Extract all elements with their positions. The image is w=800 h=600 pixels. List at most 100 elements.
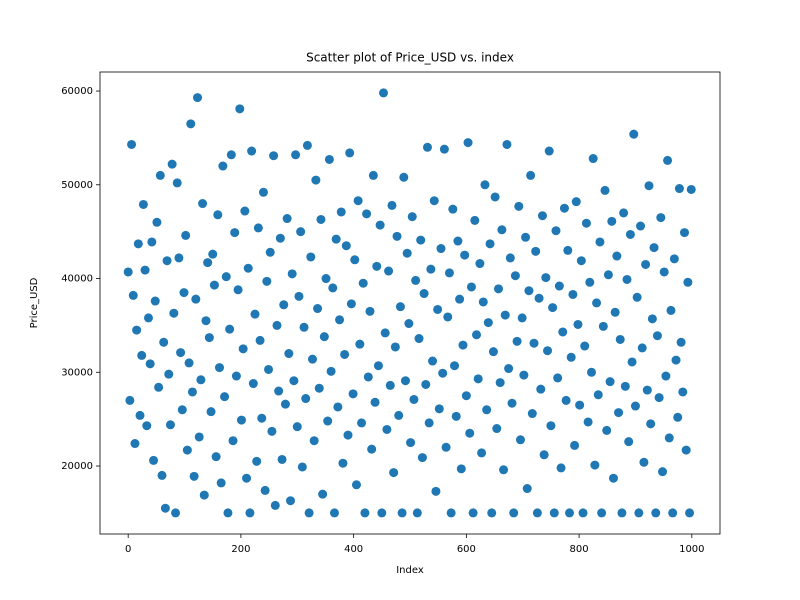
point <box>368 170 378 180</box>
point <box>619 208 629 218</box>
point <box>581 218 591 228</box>
point <box>348 389 358 399</box>
point <box>647 314 657 324</box>
point <box>603 270 613 280</box>
point <box>453 236 463 246</box>
point <box>651 508 661 518</box>
point <box>526 170 536 180</box>
point <box>460 250 470 260</box>
point <box>306 252 316 262</box>
point <box>230 228 240 238</box>
point <box>301 394 311 404</box>
point <box>527 409 537 419</box>
point <box>275 233 285 243</box>
point <box>277 454 287 464</box>
point <box>394 410 404 420</box>
point <box>127 139 137 149</box>
point <box>658 467 668 477</box>
point <box>586 367 596 377</box>
point <box>140 265 150 275</box>
point <box>154 382 164 392</box>
point <box>475 259 485 269</box>
point <box>253 223 263 233</box>
y-tick-label: 20000 <box>61 461 93 472</box>
point <box>250 309 260 319</box>
point <box>240 206 250 216</box>
point <box>270 500 280 510</box>
point <box>416 235 426 245</box>
point <box>588 154 598 164</box>
point <box>608 473 618 483</box>
point <box>419 289 429 299</box>
point <box>666 305 676 315</box>
point <box>450 361 460 371</box>
chart-title: Scatter plot of Price_USD vs. index <box>306 51 514 65</box>
point <box>422 142 432 152</box>
point <box>421 379 431 389</box>
point <box>510 271 520 281</box>
point <box>260 485 270 495</box>
point <box>465 428 475 438</box>
point <box>436 244 446 254</box>
point <box>497 225 507 235</box>
point <box>336 207 346 217</box>
point <box>654 393 664 403</box>
point <box>149 455 159 465</box>
point <box>204 333 214 343</box>
point <box>639 457 649 467</box>
point <box>311 175 321 185</box>
point <box>289 376 299 386</box>
y-tick-label: 30000 <box>61 367 93 378</box>
point <box>583 417 593 427</box>
point <box>652 331 662 341</box>
point <box>585 277 595 287</box>
point <box>265 247 275 257</box>
point <box>632 292 642 302</box>
point <box>328 283 338 293</box>
plot-frame <box>99 71 721 535</box>
point <box>123 267 133 277</box>
point <box>641 259 651 269</box>
point <box>438 368 448 378</box>
point <box>392 231 402 241</box>
point <box>470 215 480 225</box>
point <box>580 341 590 351</box>
point <box>634 508 644 518</box>
point <box>299 322 309 332</box>
point <box>357 418 367 428</box>
point <box>206 407 216 417</box>
point <box>664 433 674 443</box>
point <box>304 508 314 518</box>
point <box>483 318 493 328</box>
point <box>559 203 569 213</box>
point <box>231 371 241 381</box>
point <box>358 278 368 288</box>
point <box>625 229 635 239</box>
point <box>142 421 152 431</box>
point <box>556 463 566 473</box>
point <box>575 400 585 410</box>
point <box>519 370 529 380</box>
point <box>451 411 461 421</box>
point <box>399 172 409 182</box>
point <box>678 387 688 397</box>
point <box>194 432 204 442</box>
point <box>620 381 630 391</box>
point <box>248 379 258 389</box>
point <box>685 508 695 518</box>
point <box>150 296 160 306</box>
x-tick-label: 200 <box>231 544 250 555</box>
point <box>362 209 372 219</box>
point <box>576 256 586 266</box>
point <box>155 170 165 180</box>
point <box>480 180 490 190</box>
y-tick-label: 50000 <box>61 180 93 191</box>
point <box>343 430 353 440</box>
point <box>365 306 375 316</box>
point <box>622 274 632 284</box>
point <box>375 220 385 230</box>
point <box>135 410 145 420</box>
point <box>461 391 471 401</box>
point <box>505 253 515 263</box>
